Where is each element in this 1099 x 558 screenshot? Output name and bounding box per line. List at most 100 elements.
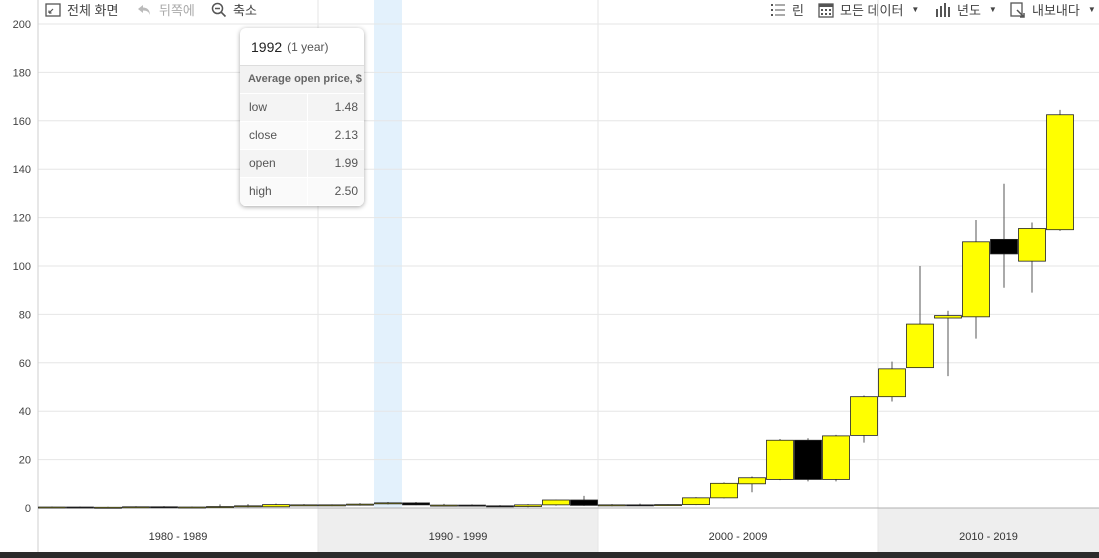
- candle-body: [962, 241, 990, 318]
- list-icon: [770, 2, 786, 18]
- candle-body: [66, 506, 94, 509]
- candle-body: [570, 499, 598, 506]
- candle-body: [850, 396, 878, 436]
- legend-label: 린: [792, 3, 804, 18]
- candle-body: [150, 506, 178, 509]
- y-tick-label: 140: [13, 164, 31, 176]
- gridlines: [37, 0, 1099, 552]
- candle-body: [94, 506, 122, 509]
- tooltip-row: high 2.50: [240, 178, 364, 206]
- candle: [486, 505, 514, 508]
- y-tick-label: 20: [19, 455, 31, 467]
- candle-body: [682, 497, 710, 506]
- candle: [878, 361, 906, 402]
- chart-toolbar: 전체 화면 뒤쪽에 축소 린 모든 데이터 ▼ 년도 ▼: [0, 0, 1099, 18]
- candle: [542, 499, 570, 506]
- candle: [766, 439, 794, 481]
- candle: [934, 310, 962, 377]
- candle: [206, 504, 234, 508]
- candle: [682, 497, 710, 506]
- export-icon: [1010, 1, 1026, 18]
- zoom-out-button[interactable]: 축소: [211, 0, 257, 19]
- candle-body: [710, 482, 738, 499]
- candle: [402, 501, 430, 506]
- chevron-down-icon: ▼: [1087, 5, 1096, 14]
- candle-body: [178, 506, 206, 509]
- candle: [234, 504, 262, 508]
- candle-body: [794, 439, 822, 480]
- year-label: 년도: [957, 3, 981, 18]
- candle-body: [542, 499, 570, 506]
- y-tick-label: 0: [25, 503, 31, 515]
- highlighted-year-band: [374, 0, 402, 508]
- tooltip-rows: low 1.48 close 2.13 open 1.99 high 2.50: [240, 94, 364, 206]
- year-button[interactable]: 년도 ▼: [935, 0, 997, 19]
- tooltip-row-value: 2.50: [334, 184, 358, 198]
- candle: [598, 504, 626, 507]
- all-data-button[interactable]: 모든 데이터 ▼: [818, 0, 919, 19]
- candle: [822, 434, 850, 482]
- undo-arrow-icon: [137, 2, 153, 18]
- candle-body: [766, 439, 794, 480]
- tooltip-row-key: close: [240, 122, 308, 149]
- tooltip-row-value: 1.99: [334, 156, 358, 170]
- candle: [150, 506, 178, 509]
- calendar-icon: [818, 2, 834, 18]
- candle-body: [654, 504, 682, 507]
- tooltip-row: close 2.13: [240, 122, 364, 150]
- candle: [346, 503, 374, 506]
- candle-body: [934, 315, 962, 319]
- candle-body: [38, 506, 66, 509]
- candle: [962, 220, 990, 339]
- candle: [738, 476, 766, 493]
- x-group-label: 1980 - 1989: [149, 531, 208, 543]
- candles: [38, 109, 1074, 509]
- candle: [626, 503, 654, 507]
- legend-button[interactable]: 린: [770, 0, 804, 19]
- export-label: 내보내다: [1032, 3, 1080, 18]
- candle-body: [374, 502, 402, 505]
- tooltip-row-key: low: [240, 94, 308, 121]
- candle: [38, 506, 66, 509]
- candle: [290, 504, 318, 507]
- tooltip-row: open 1.99: [240, 150, 364, 178]
- tooltip-row-value: 2.13: [334, 128, 358, 142]
- candle-body: [234, 505, 262, 508]
- bar-chart-icon: [935, 2, 951, 18]
- zoom-out-icon: [211, 2, 227, 18]
- candle: [906, 266, 934, 369]
- y-tick-label: 120: [13, 213, 31, 225]
- zoom-out-label: 축소: [233, 3, 257, 18]
- candle: [570, 495, 598, 506]
- candle: [1046, 109, 1074, 231]
- tooltip-date: 1992: [251, 38, 283, 55]
- tooltip-row-key: open: [240, 150, 308, 177]
- y-axis-ticks: 0 20 40 60 80 100 120 140 160 180 200: [13, 19, 31, 515]
- candle-body: [822, 435, 850, 480]
- candle: [794, 438, 822, 482]
- export-button[interactable]: 내보내다 ▼: [1010, 0, 1096, 19]
- candle-body: [458, 504, 486, 507]
- candle: [318, 504, 346, 507]
- group-band: [878, 508, 1099, 552]
- candle: [1018, 222, 1046, 293]
- candle: [990, 183, 1018, 288]
- y-tick-label: 160: [13, 116, 31, 128]
- candle: [66, 506, 94, 509]
- candle-body: [906, 323, 934, 369]
- candle-body: [738, 477, 766, 485]
- candle-body: [290, 504, 318, 507]
- y-tick-label: 180: [13, 67, 31, 79]
- all-data-label: 모든 데이터: [840, 3, 904, 18]
- fullscreen-button[interactable]: 전체 화면: [45, 0, 118, 19]
- candle-body: [430, 504, 458, 507]
- candle-body: [206, 506, 234, 508]
- candle: [122, 506, 150, 509]
- candle: [178, 506, 206, 509]
- candle-body: [122, 506, 150, 509]
- group-band: [318, 508, 598, 552]
- x-axis-groups: 1980 - 1989 1990 - 1999 2000 - 2009 2010 - …: [149, 531, 1018, 543]
- back-button[interactable]: 뒤쪽에: [137, 0, 195, 19]
- candle-body: [990, 238, 1018, 255]
